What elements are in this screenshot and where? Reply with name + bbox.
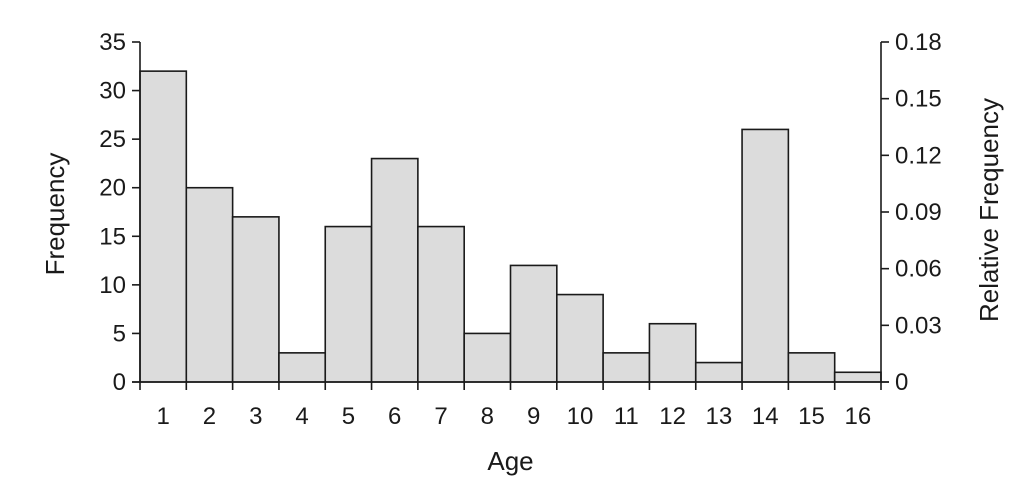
right-tick-label: 0.03 <box>895 312 942 339</box>
x-axis-title: Age <box>487 446 533 476</box>
y-axis-title: Frequency <box>40 153 70 276</box>
x-tick-label: 16 <box>844 403 871 430</box>
right-tick-label: 0.18 <box>895 29 942 56</box>
bar-age-15 <box>787 352 836 383</box>
bar-age-1 <box>139 70 188 383</box>
right-tick-label: 0.15 <box>895 86 942 113</box>
x-tick-label: 8 <box>481 403 494 430</box>
left-tick-label: 25 <box>99 126 126 153</box>
x-tick-label: 7 <box>434 403 447 430</box>
left-tick-label: 10 <box>99 272 126 299</box>
left-tick-label: 15 <box>99 223 126 250</box>
x-tick-label: 10 <box>567 403 594 430</box>
bar-age-8 <box>463 332 512 383</box>
bar-age-12 <box>648 322 697 383</box>
left-tick-label: 35 <box>99 29 126 56</box>
bar-age-10 <box>556 293 604 383</box>
left-tick-label: 5 <box>113 320 126 347</box>
x-tick-label: 12 <box>659 403 686 430</box>
left-y-ticks: 0 5 10 15 20 25 30 35 <box>99 29 140 396</box>
x-tick-label: 5 <box>342 403 355 430</box>
right-tick-label: 0 <box>895 369 908 396</box>
bar-age-6 <box>370 157 419 383</box>
bars-group <box>139 70 882 383</box>
bar-age-11 <box>602 352 651 383</box>
x-tick-label: 14 <box>752 403 779 430</box>
x-tick-label: 2 <box>203 403 216 430</box>
bar-age-13 <box>694 361 743 383</box>
right-y-ticks: 0 0.03 0.06 0.09 0.12 0.15 0.18 <box>881 29 942 396</box>
left-tick-label: 20 <box>99 175 126 202</box>
bar-age-7 <box>417 225 465 383</box>
bar-age-9 <box>509 264 558 383</box>
bar-age-14 <box>741 128 790 383</box>
left-tick-label: 30 <box>99 78 126 105</box>
bar-age-16 <box>833 371 882 383</box>
right-tick-label: 0.12 <box>895 142 942 169</box>
bar-age-4 <box>278 352 327 383</box>
x-tick-label: 9 <box>527 403 540 430</box>
x-tick-label: 11 <box>614 403 639 430</box>
x-tick-label: 1 <box>156 403 169 430</box>
right-tick-label: 0.06 <box>895 256 942 283</box>
x-tick-label: 6 <box>388 403 401 430</box>
bar-age-5 <box>324 225 373 383</box>
right-tick-label: 0.09 <box>895 199 942 226</box>
bar-age-2 <box>185 186 234 383</box>
bar-age-3 <box>231 216 280 383</box>
x-tick-label: 13 <box>706 403 733 430</box>
x-ticks: 1 2 3 4 5 6 7 8 9 10 11 12 13 14 15 16 <box>139 382 882 430</box>
left-tick-label: 0 <box>113 369 126 396</box>
y2-axis-title: Relative Frequency <box>974 98 1004 322</box>
x-tick-label: 3 <box>249 403 262 430</box>
x-tick-label: 4 <box>295 403 308 430</box>
x-tick-label: 15 <box>798 403 825 430</box>
